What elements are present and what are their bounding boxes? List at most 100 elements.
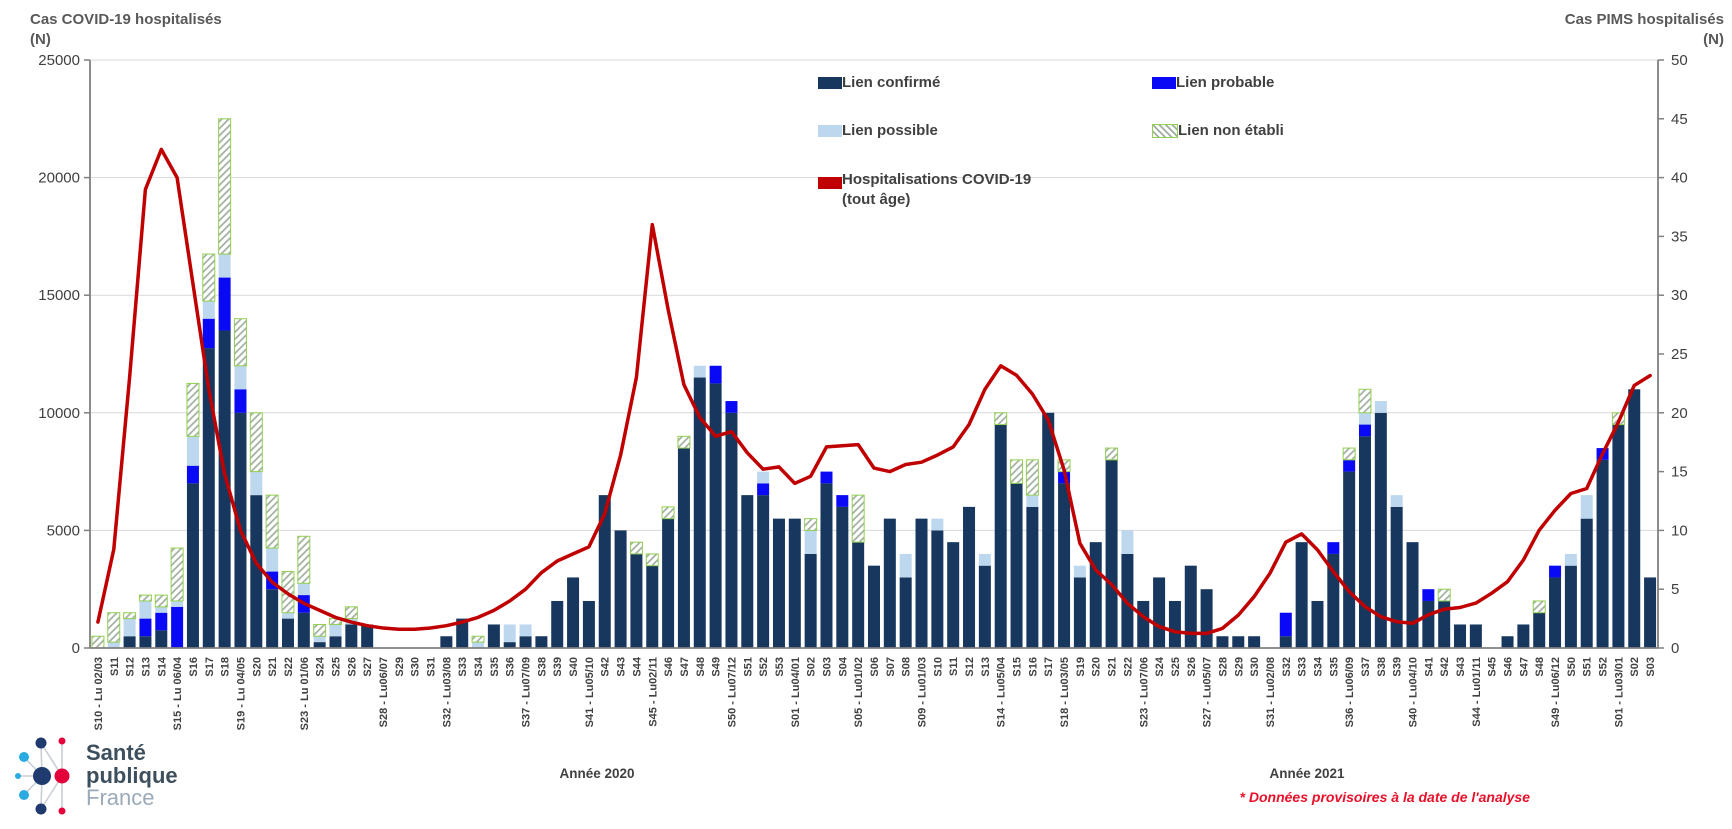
bar-segment-lien-possible bbox=[155, 606, 168, 613]
bar-segment-lien-probable bbox=[709, 365, 722, 384]
x-axis-week-label: S12 bbox=[964, 657, 976, 677]
bar-segment-lien-confirme bbox=[186, 483, 199, 648]
bar-segment-lien-possible bbox=[804, 530, 817, 554]
bar-segment-lien-confirme bbox=[1184, 565, 1197, 648]
x-axis-week-label: S24 bbox=[1154, 656, 1166, 676]
x-axis-week-label: S22 bbox=[1122, 657, 1134, 677]
bar-segment-lien-non-etabli bbox=[1010, 459, 1024, 484]
bar-segment-lien-non-etabli bbox=[1437, 588, 1451, 602]
bar-segment-lien-probable bbox=[1422, 589, 1435, 601]
bar-segment-lien-confirme bbox=[1153, 577, 1166, 648]
right-axis-title-line2: (N) bbox=[1703, 31, 1724, 49]
x-axis-week-label: S44 - Lu01/11 bbox=[1471, 657, 1483, 727]
bar-segment-lien-possible bbox=[757, 471, 770, 484]
bar-segment-lien-confirme bbox=[1105, 459, 1118, 648]
covid-hospitalisations-line bbox=[96, 147, 1652, 636]
bar-segment-lien-confirme bbox=[297, 612, 310, 648]
x-axis-week-label: S25 bbox=[331, 657, 343, 677]
bar-segment-lien-confirme bbox=[1517, 624, 1530, 648]
x-axis-week-label: S50 - Lu07/12 bbox=[727, 657, 739, 727]
bar-segment-lien-confirme bbox=[551, 600, 564, 648]
bar-segment-lien-confirme bbox=[1549, 577, 1562, 648]
x-axis-week-label: S33 bbox=[457, 657, 469, 677]
bar-segment-lien-confirme bbox=[1042, 412, 1055, 648]
x-axis-week-label: S37 bbox=[1360, 657, 1372, 677]
bar-segment-lien-confirme bbox=[1564, 565, 1577, 648]
bar-segment-lien-confirme bbox=[1628, 389, 1641, 648]
bar-segment-lien-confirme bbox=[947, 542, 960, 648]
x-axis-week-label: S25 bbox=[1170, 657, 1182, 677]
x-axis-week-label: S27 bbox=[362, 657, 374, 677]
bar-segment-lien-confirme bbox=[1200, 589, 1213, 648]
bar-segment-lien-confirme bbox=[963, 506, 976, 648]
bar-segment-lien-non-etabli bbox=[91, 635, 105, 649]
x-axis-week-label: S30 bbox=[1249, 657, 1261, 677]
bar-segment-lien-confirme bbox=[281, 618, 294, 648]
x-axis-week-label: S49 - Lu06/12 bbox=[1550, 657, 1562, 727]
left-axis-tick-label: 10000 bbox=[38, 405, 80, 422]
bar-segment-lien-confirme bbox=[1295, 542, 1308, 648]
bar-segment-lien-confirme bbox=[614, 530, 627, 648]
bar-segment-lien-non-etabli bbox=[471, 635, 485, 643]
legend-label-hospitalisations-line1: Hospitalisations COVID-19 bbox=[842, 171, 1032, 188]
x-axis-week-label: S21 bbox=[1107, 657, 1119, 677]
bar-segment-lien-confirme bbox=[1596, 459, 1609, 648]
bar-segment-lien-confirme bbox=[1533, 612, 1546, 648]
x-axis-week-label: S34 bbox=[1313, 656, 1325, 676]
x-axis-week-label: S35 bbox=[1328, 657, 1340, 677]
x-axis-week-label: S15 bbox=[1012, 657, 1024, 677]
bar-segment-lien-possible bbox=[899, 553, 912, 578]
bar-segment-lien-confirme bbox=[994, 424, 1007, 648]
bar-segment-lien-possible bbox=[1121, 530, 1134, 554]
spf-network-icon bbox=[15, 737, 70, 815]
legend-swatch-probable-icon bbox=[1152, 76, 1176, 89]
bar-segment-lien-confirme bbox=[519, 636, 532, 648]
x-axis-week-label: S42 bbox=[1439, 657, 1451, 677]
x-axis-week-label: S41 bbox=[1423, 657, 1435, 677]
left-axis-title-line1: Cas COVID-19 hospitalisés bbox=[30, 11, 222, 28]
bar-segment-lien-confirme bbox=[931, 530, 944, 648]
bar-segment-lien-possible bbox=[171, 600, 184, 607]
legend-swatch-confirme-icon bbox=[818, 76, 842, 89]
bar-segment-lien-non-etabli bbox=[297, 535, 311, 584]
bar-segment-lien-possible bbox=[107, 642, 120, 648]
right-axis-tick-label: 5 bbox=[1671, 581, 1679, 598]
bar-segment-lien-non-etabli bbox=[170, 547, 184, 602]
legend-label-possible: Lien possible bbox=[842, 122, 938, 139]
bar-segment-lien-confirme bbox=[456, 618, 469, 648]
left-axis-tick-label: 25000 bbox=[38, 52, 80, 69]
right-axis-title-line1: Cas PIMS hospitalisés bbox=[1564, 11, 1724, 28]
right-axis-tick-label: 40 bbox=[1671, 170, 1688, 187]
bar-segment-lien-non-etabli bbox=[202, 253, 216, 302]
bar-segment-lien-confirme bbox=[503, 642, 516, 648]
bar-segment-lien-confirme bbox=[1216, 636, 1229, 648]
legend-swatch-possible-icon bbox=[818, 124, 842, 137]
bar-segment-lien-possible bbox=[931, 518, 944, 531]
bar-segment-lien-probable bbox=[1327, 542, 1340, 554]
x-axis-week-label: S43 bbox=[1455, 657, 1467, 677]
bar-segment-lien-non-etabli bbox=[994, 412, 1008, 426]
legend-item-lien-possible: Lien possible bbox=[818, 122, 938, 139]
x-axis-week-label: S06 bbox=[869, 657, 881, 677]
bar-segment-lien-confirme bbox=[1010, 483, 1023, 648]
bar-segment-lien-confirme bbox=[123, 636, 136, 648]
bar-segment-lien-probable bbox=[1343, 459, 1356, 472]
spf-logo-line2: publique bbox=[86, 762, 178, 788]
bar-segment-lien-possible bbox=[123, 618, 136, 637]
bar-segment-lien-non-etabli bbox=[1025, 459, 1039, 496]
x-axis-week-label: S01 - Lu04/01 bbox=[790, 657, 802, 727]
bar-segment-lien-possible bbox=[693, 365, 706, 378]
bar-segment-lien-probable bbox=[234, 389, 247, 413]
bar-segment-lien-confirme bbox=[155, 630, 168, 648]
x-axis-week-label: S53 bbox=[774, 657, 786, 677]
x-axis-week-label: S13 bbox=[980, 657, 992, 677]
bar-segment-lien-confirme bbox=[1168, 600, 1181, 648]
x-axis-week-label: S40 - Lu04/10 bbox=[1408, 657, 1420, 727]
x-axis-week-label: S46 bbox=[663, 657, 675, 677]
legend-label-hospitalisations: Hospitalisations COVID-19 (tout âge) bbox=[842, 170, 1031, 209]
x-axis-week-label: S03 bbox=[822, 657, 834, 677]
x-axis-week-label: S28 bbox=[1217, 657, 1229, 677]
bar-segment-lien-non-etabli bbox=[344, 606, 358, 620]
bar-segment-lien-confirme bbox=[1279, 636, 1292, 648]
x-axis-week-label: S20 bbox=[251, 657, 263, 677]
